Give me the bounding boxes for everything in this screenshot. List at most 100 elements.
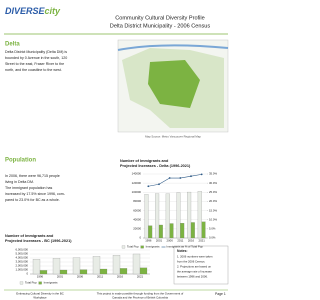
- x-tick-label: 2016: [117, 275, 124, 279]
- y2-tick-label: 20.0%: [209, 199, 217, 203]
- y-tick-label: 5,000,000: [16, 252, 29, 256]
- x-tick-label: 2001: [156, 239, 163, 243]
- y2-tick-label: 15.0%: [209, 208, 217, 212]
- bar: [148, 225, 153, 239]
- legend-swatch: [38, 281, 42, 285]
- notes-box: [173, 245, 229, 285]
- paragraph-line: living in Delta DM.: [5, 180, 34, 184]
- y-tick-label: 40000: [133, 217, 141, 221]
- bar: [158, 224, 163, 239]
- y2-tick-label: 30.0%: [209, 181, 217, 185]
- paragraph-line: bounded by 0 Avenue in the south, 120: [5, 56, 67, 60]
- map: [117, 39, 229, 133]
- paragraph-line: pared to 23.0% for BC as a whole.: [5, 198, 60, 202]
- bar: [112, 255, 121, 275]
- line-marker: [179, 177, 182, 179]
- bar: [201, 221, 206, 239]
- chart-title: Projected Increases - Delta (1996-2021): [120, 164, 191, 168]
- page-number: Page 1: [215, 292, 226, 296]
- line-marker: [158, 183, 160, 186]
- note-line: 1. 2006 numbers were taken: [177, 255, 213, 259]
- y2-tick-label: 5.0%: [209, 227, 216, 231]
- x-tick-label: 2011: [177, 239, 183, 243]
- line-marker: [147, 185, 150, 188]
- y2-tick-label: 0.0%: [209, 236, 216, 240]
- line-marker: [190, 175, 192, 178]
- paragraph-line: Street to the east, Fraser River to the: [5, 62, 64, 66]
- bar: [72, 257, 81, 275]
- bar: [99, 268, 108, 275]
- y-tick-label: 4,000,000: [16, 256, 29, 260]
- bar: [59, 269, 68, 275]
- footer-text: Embracing Cultural Diversity in the BC: [16, 292, 64, 296]
- bar: [155, 193, 160, 239]
- y-tick-label: 0: [26, 272, 28, 276]
- legend-label: Immigrants as % of Total Pop: [167, 245, 204, 249]
- y2-tick-label: 10.0%: [209, 217, 217, 221]
- bar: [176, 192, 181, 239]
- chart-title: Number of Immigrants and: [5, 234, 54, 238]
- legend-label: Immigrants: [146, 245, 160, 249]
- note-line: the average rate of increase: [177, 270, 212, 274]
- footer-text: This project is made possible through fu…: [97, 292, 184, 296]
- note-line: from the 2006 Census.: [177, 260, 206, 264]
- bar: [165, 193, 170, 239]
- x-tick-label: 2006: [167, 239, 174, 243]
- page: DIVERSEcity Community Cultural Diversity…: [4, 6, 229, 300]
- bar: [169, 223, 174, 239]
- y-tick-label: 20000: [133, 227, 141, 231]
- paragraph-line: Delta District Municipality (Delta DM) i…: [5, 50, 67, 54]
- line-marker: [168, 177, 171, 179]
- logo-part: city: [45, 6, 62, 16]
- x-tick-label: 2016: [188, 239, 195, 243]
- legend-label: Immigrants: [44, 281, 58, 285]
- bar: [190, 222, 195, 239]
- chart-title: Number of Immigrants and: [120, 159, 169, 163]
- paragraph-line: increased by 17.5% since 1996, com-: [5, 192, 66, 196]
- bar: [197, 191, 202, 239]
- bar: [132, 253, 141, 275]
- section-heading: Delta: [5, 42, 20, 48]
- footer-text: Canada and the Province of British Colum…: [112, 296, 168, 300]
- bar: [32, 259, 41, 275]
- paragraph-line: The immigrant population has: [5, 186, 53, 190]
- y-tick-label: 6,000,000: [16, 248, 29, 252]
- doc-title: Community Cultural Diversity Profile: [115, 15, 205, 21]
- x-tick-label: 1996: [37, 275, 44, 279]
- y-tick-label: 1,000,000: [16, 268, 29, 272]
- bar: [180, 223, 185, 239]
- legend-swatch: [19, 281, 24, 285]
- legend-swatch: [121, 245, 126, 249]
- note-line: between 1996 and 2006.: [177, 275, 208, 279]
- legend-label: Total Pop: [25, 281, 37, 285]
- bar: [79, 269, 88, 275]
- bar: [52, 258, 61, 275]
- chart-title: Projected Increases - BC (1996-2021): [5, 239, 72, 243]
- footer-text: Workplace: [33, 296, 47, 300]
- doc-subtitle: Delta District Municipality - 2006 Censu…: [110, 23, 211, 29]
- bar: [119, 268, 128, 275]
- bar: [39, 270, 48, 275]
- legend-label: Total Pop: [127, 245, 139, 249]
- y2-tick-label: 25.0%: [209, 190, 217, 194]
- x-tick-label: 2021: [199, 239, 206, 243]
- y-tick-label: 80000: [133, 199, 141, 203]
- y-tick-label: 60000: [133, 208, 141, 212]
- paragraph-line: In 2006, there were 96,715 people: [5, 174, 60, 178]
- bar: [187, 191, 192, 239]
- notes-heading: Notes:: [177, 249, 188, 253]
- x-tick-label: 2021: [137, 275, 144, 279]
- bar: [144, 194, 149, 239]
- y-tick-label: 3,000,000: [16, 260, 29, 264]
- y2-tick-label: 35.0%: [209, 172, 217, 176]
- x-tick-label: 1996: [145, 239, 152, 243]
- note-line: 2. Projections are based on: [177, 265, 211, 269]
- section-heading: Population: [5, 158, 36, 164]
- x-tick-label: 2011: [97, 275, 103, 279]
- line-marker: [200, 173, 203, 176]
- line: [148, 174, 202, 187]
- y-tick-label: 100000: [132, 190, 142, 194]
- logo-part: DIVERSE: [5, 6, 46, 16]
- legend-swatch: [140, 245, 144, 249]
- y-tick-label: 2,000,000: [16, 264, 29, 268]
